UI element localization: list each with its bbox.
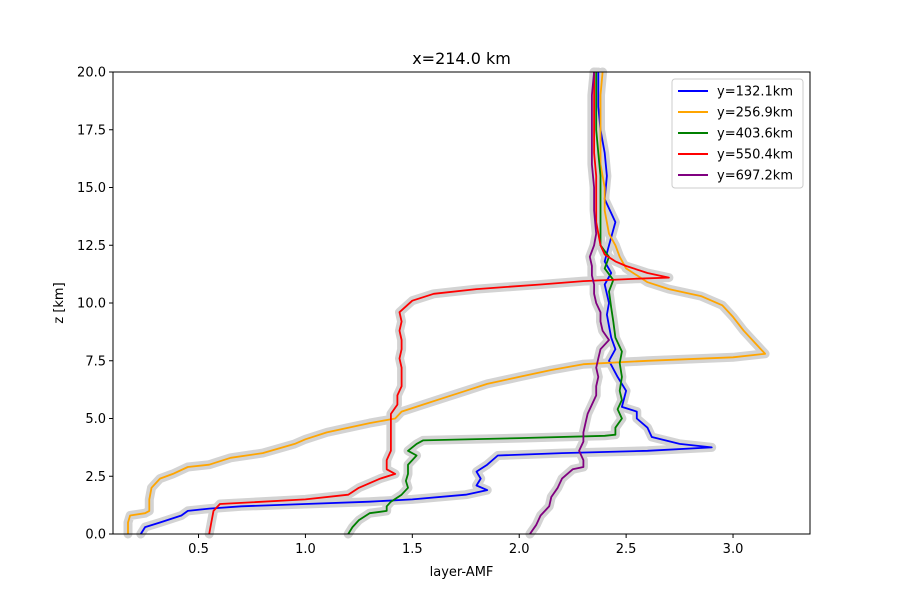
y-tick-label: 15.0 [77,181,106,196]
y-tick-label: 17.5 [77,123,106,138]
x-tick-label: 1.5 [402,542,423,557]
y-tick-label: 12.5 [77,239,106,254]
series-line-2 [127,71,766,534]
uncertainty-bands [123,67,770,539]
y-tick-label: 7.5 [85,354,106,369]
legend-box [671,78,804,189]
x-tick-label: 2.5 [616,542,637,557]
x-tick-label: 3.0 [723,542,744,557]
y-tick-label: 0.0 [85,528,106,543]
chart-title: x=214.0 km [412,49,511,68]
legend-label: y=132.1km [717,85,793,100]
y-tick-label: 2.5 [85,470,106,485]
legend-label: y=697.2km [717,169,793,184]
y-axis-label: z [km] [52,282,67,323]
legend: y=132.1km y=256.9km y=403.6km y=550.4km y=69… [671,78,804,189]
uncertainty-band-2 [123,67,770,539]
series-line-4 [208,72,670,535]
y-tick-label: 20.0 [77,66,106,81]
x-tick-label: 2.0 [509,542,530,557]
y-tick-label: 5.0 [85,412,106,427]
x-axis-ticks: 0.5 1.0 1.5 2.0 2.5 3.0 [188,534,743,557]
series-line-5 [529,71,610,535]
series-line-1 [140,72,713,535]
legend-label: y=550.4km [717,148,793,163]
y-tick-label: 10.0 [77,297,106,312]
x-tick-label: 1.0 [295,542,316,557]
series-lines [127,71,766,535]
y-axis-ticks: 0.0 2.5 5.0 7.5 10.0 12.5 15.0 17.5 20.0 [77,66,113,543]
uncertainty-band-1 [136,67,717,539]
x-axis-label: layer-AMF [430,565,494,580]
legend-label: y=403.6km [717,127,793,142]
x-tick-label: 0.5 [188,542,209,557]
legend-label: y=256.9km [717,106,793,121]
